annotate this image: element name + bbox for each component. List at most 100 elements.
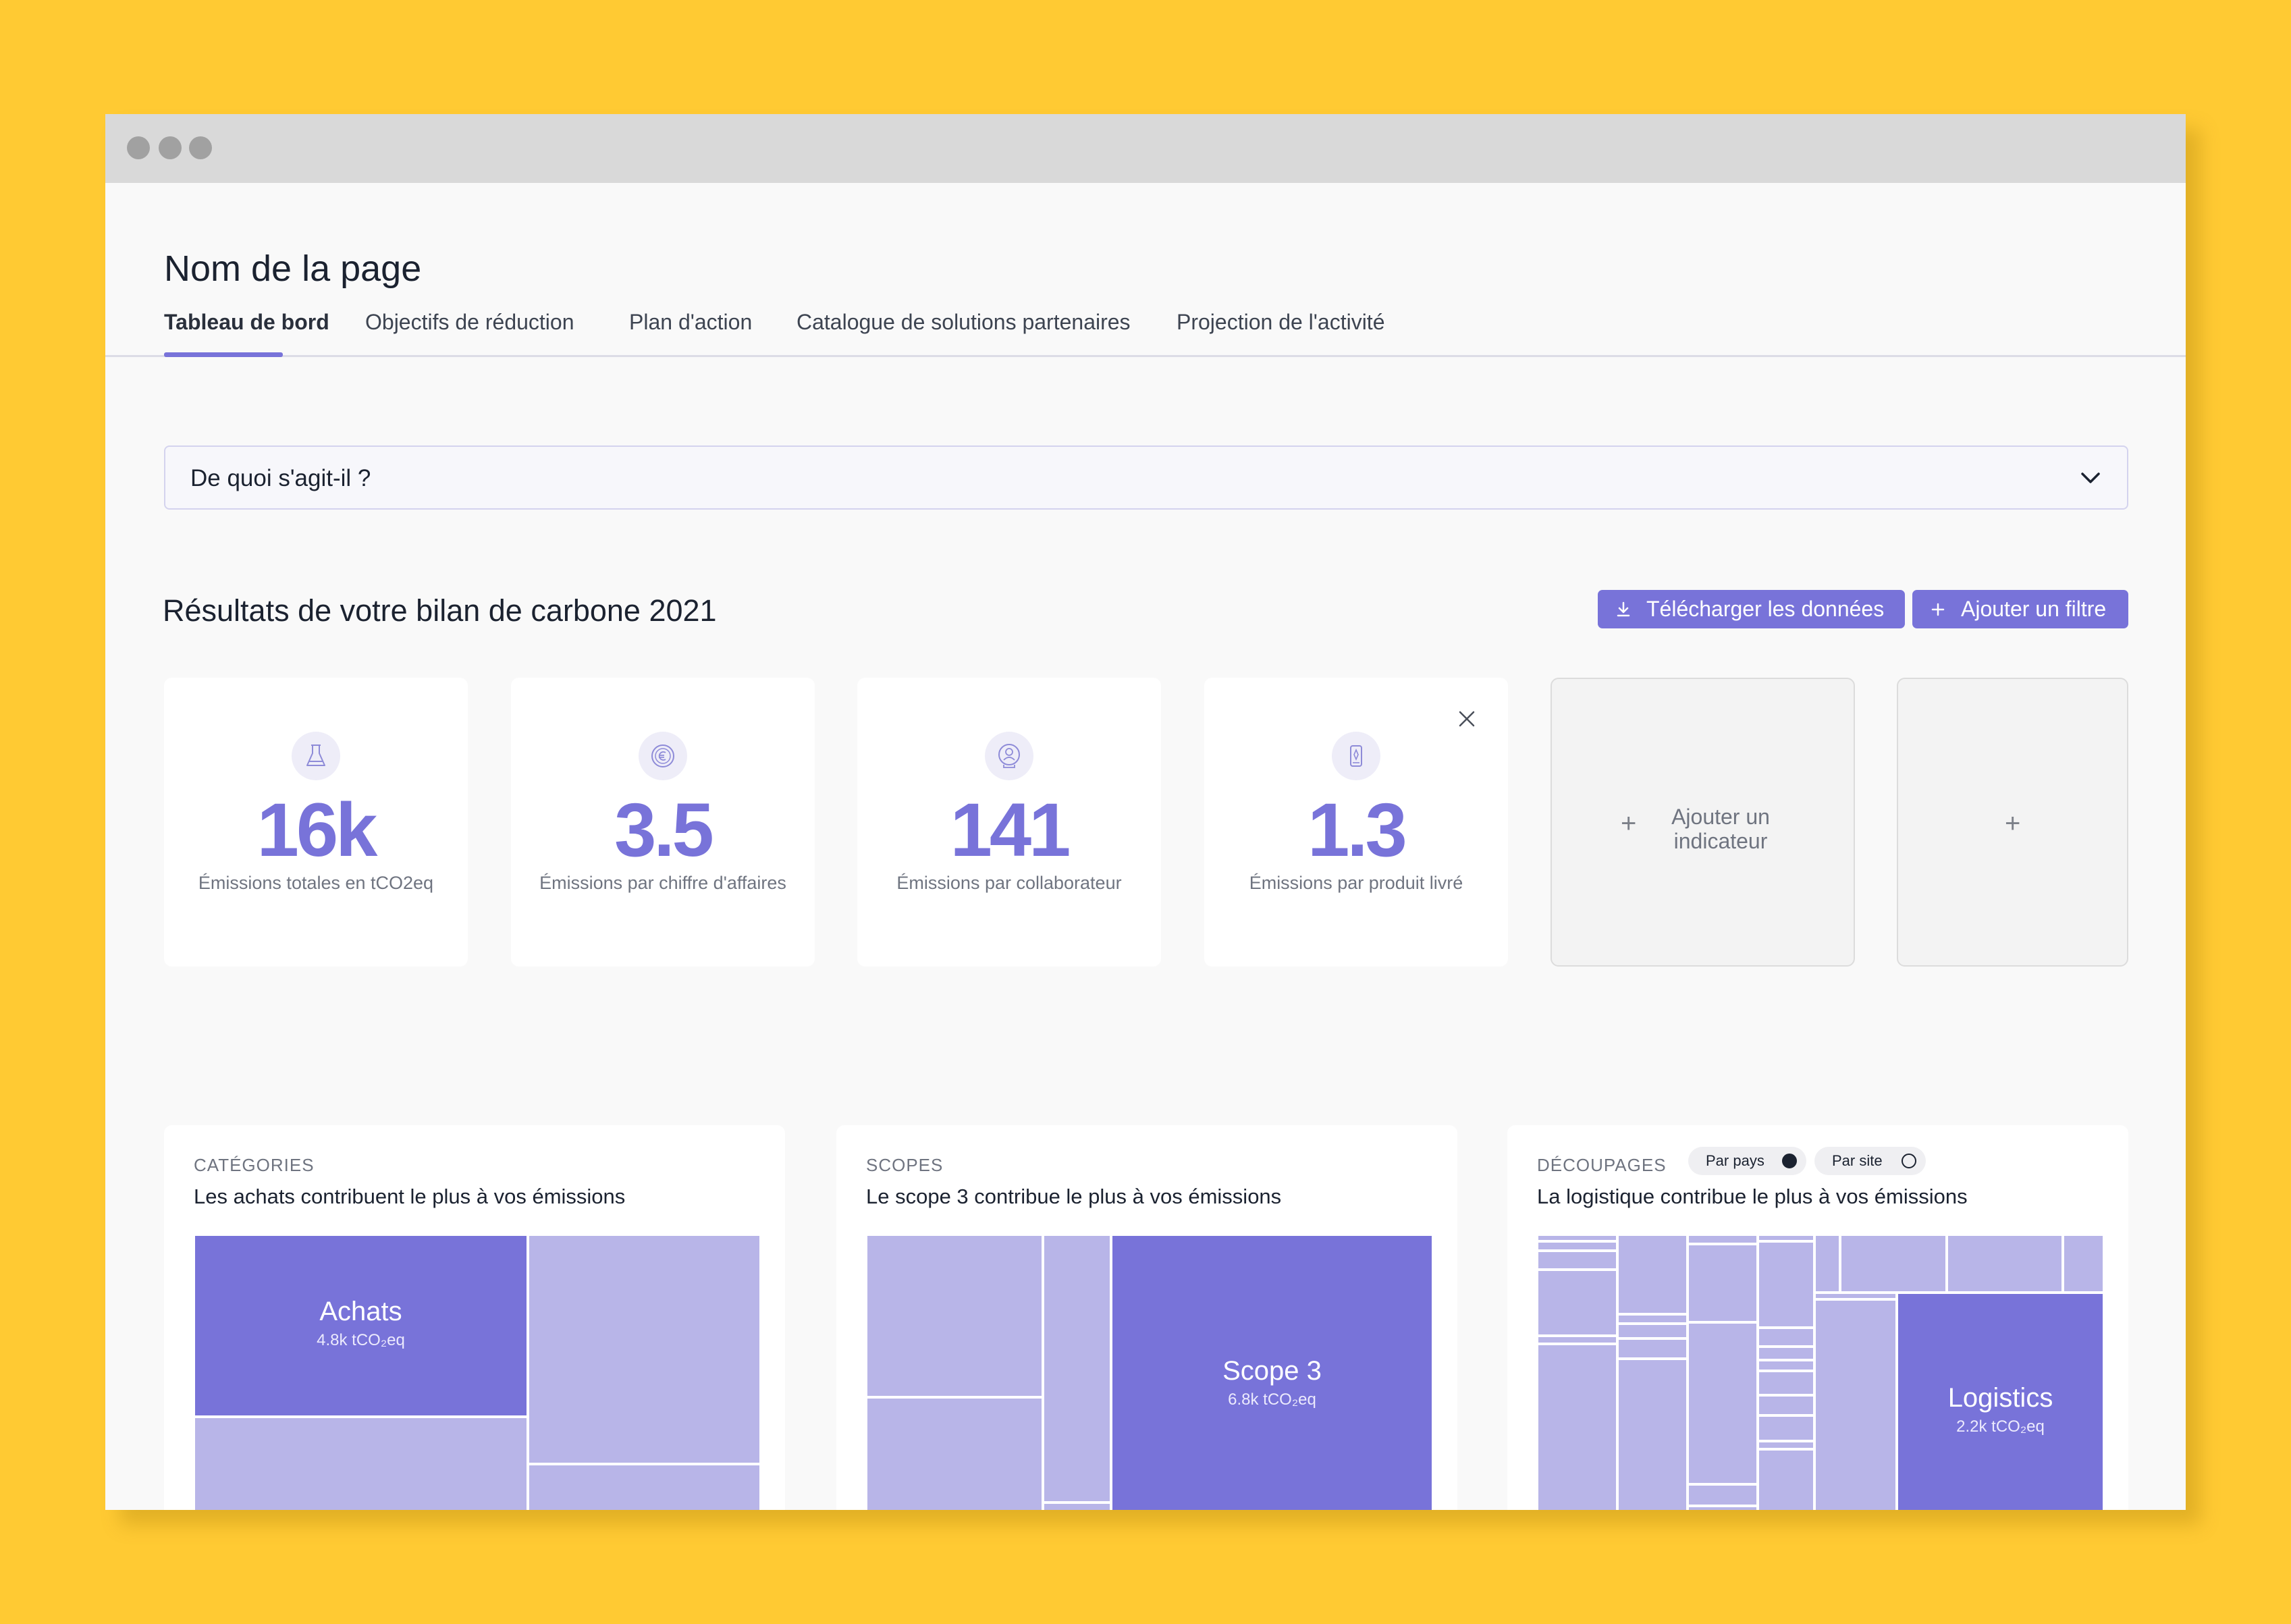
treemap-cell[interactable] (1758, 1241, 1814, 1328)
treemap-cell[interactable] (1537, 1344, 1617, 1510)
plus-icon: + (2005, 809, 2021, 838)
close-icon[interactable] (1457, 709, 1477, 729)
radio-unselected-icon (1902, 1154, 1916, 1168)
treemap-cell[interactable] (1814, 1293, 1897, 1299)
treemap-cell[interactable] (1617, 1235, 1688, 1314)
treemap-cell[interactable] (194, 1417, 528, 1510)
kpi-card-total-emissions[interactable]: 16k Émissions totales en tCO2eq (164, 678, 468, 967)
treemap-cell[interactable] (1814, 1235, 1840, 1293)
browser-window: Nom de la page Tableau de bord Objectifs… (105, 114, 2186, 1510)
window-titlebar (105, 114, 2186, 183)
add-filter-button[interactable]: Ajouter un filtre (1912, 590, 2128, 628)
radio-selected-icon (1782, 1154, 1797, 1168)
toggle-par-site[interactable]: Par site (1814, 1147, 1926, 1175)
treemap-cell[interactable] (1537, 1235, 1617, 1241)
accordion-label: De quoi s'agit-il ? (190, 465, 371, 491)
decoupages-treemap: Logistics 2.2k tCO₂eq (1537, 1235, 2104, 1510)
kpi-value: 3.5 (614, 788, 714, 872)
add-indicator-card[interactable]: + Ajouter un indicateur (1551, 678, 1855, 967)
treemap-cell[interactable] (528, 1235, 761, 1464)
results-title: Résultats de votre bilan de carbone 2021 (163, 593, 717, 628)
treemap-cell[interactable] (1043, 1503, 1111, 1510)
treemap-cell[interactable] (1537, 1270, 1617, 1336)
treemap-cell[interactable] (1758, 1371, 1814, 1395)
treemap-cell-achats[interactable] (194, 1235, 528, 1417)
treemap-cell[interactable] (1617, 1359, 1688, 1510)
treemap-cell[interactable] (1688, 1322, 1758, 1484)
kpi-card-emissions-per-revenue[interactable]: 3.5 Émissions par chiffre d'affaires (511, 678, 815, 967)
treemap-label-value: 6.8k tCO₂eq (1228, 1390, 1316, 1409)
download-data-label: Télécharger les données (1646, 597, 1885, 621)
toggle-label: Par pays (1706, 1152, 1764, 1169)
kpi-label: Émissions par chiffre d'affaires (539, 873, 786, 893)
treemap-cell[interactable] (1758, 1347, 1814, 1360)
panel-title: CATÉGORIES (194, 1155, 315, 1175)
kpi-value: 1.3 (1308, 788, 1407, 872)
treemap-cell[interactable] (1758, 1328, 1814, 1347)
tab-bar: Tableau de bord Objectifs de réduction P… (105, 310, 2186, 357)
treemap-cell[interactable] (1688, 1235, 1758, 1244)
categories-panel: CATÉGORIES Les achats contribuent le plu… (164, 1125, 785, 1510)
treemap-cell[interactable] (1617, 1324, 1688, 1338)
treemap-label-value: 4.8k tCO₂eq (317, 1331, 405, 1349)
categories-treemap: Achats 4.8k tCO₂eq (194, 1235, 761, 1510)
treemap-cell[interactable] (1617, 1338, 1688, 1359)
treemap-cell[interactable] (1758, 1360, 1814, 1371)
toggle-par-pays[interactable]: Par pays (1688, 1147, 1806, 1175)
toggle-label: Par site (1832, 1152, 1883, 1169)
treemap-cell[interactable] (1537, 1251, 1617, 1270)
treemap-cell[interactable] (1840, 1235, 1947, 1293)
treemap-label-name: Achats (319, 1297, 402, 1326)
tab-projection-activite[interactable]: Projection de l'activité (1177, 310, 1385, 334)
window-maximize-dot[interactable] (189, 136, 212, 159)
download-data-button[interactable]: Télécharger les données (1598, 590, 1905, 628)
treemap-cell[interactable] (1043, 1235, 1111, 1503)
treemap-cell[interactable] (1758, 1449, 1814, 1510)
treemap-cell[interactable] (1758, 1235, 1814, 1241)
panel-subtitle: Les achats contribuent le plus à vos émi… (194, 1185, 626, 1208)
treemap-cell[interactable] (866, 1235, 1043, 1397)
treemap-label-name: Scope 3 (1222, 1356, 1322, 1386)
kpi-card-emissions-per-product[interactable]: 1.3 Émissions par produit livré (1204, 678, 1508, 967)
treemap-cell-scope-3[interactable] (1111, 1235, 1433, 1510)
treemap-cell[interactable] (1688, 1484, 1758, 1506)
tab-objectifs-reduction[interactable]: Objectifs de réduction (365, 310, 574, 334)
chevron-down-icon (2081, 472, 2100, 483)
window-close-dot[interactable] (127, 136, 150, 159)
treemap-cell[interactable] (1814, 1299, 1897, 1510)
tab-catalogue-solutions[interactable]: Catalogue de solutions partenaires (797, 310, 1131, 334)
kpi-card-emissions-per-employee[interactable]: 141 Émissions par collaborateur (857, 678, 1161, 967)
tab-tableau-de-bord[interactable]: Tableau de bord (164, 310, 329, 334)
treemap-label: Achats 4.8k tCO₂eq (194, 1297, 528, 1350)
treemap-cell-logistics[interactable] (1897, 1293, 2104, 1510)
tab-plan-action[interactable]: Plan d'action (629, 310, 753, 334)
kpi-label: Émissions totales en tCO2eq (198, 873, 434, 893)
about-accordion[interactable]: De quoi s'agit-il ? (164, 445, 2128, 510)
treemap-cell[interactable] (528, 1464, 761, 1510)
treemap-cell[interactable] (1758, 1441, 1814, 1449)
treemap-cell[interactable] (1688, 1244, 1758, 1322)
kpi-label: Émissions par collaborateur (896, 873, 1122, 893)
treemap-cell[interactable] (866, 1397, 1043, 1510)
treemap-cell[interactable] (2063, 1235, 2104, 1293)
treemap-cell[interactable] (1537, 1241, 1617, 1251)
page-title: Nom de la page (164, 248, 422, 289)
decoupages-panel: DÉCOUPAGES Par pays Par site La logistiq… (1507, 1125, 2128, 1510)
treemap-cell[interactable] (1537, 1336, 1617, 1344)
plus-icon: + (1621, 809, 1637, 838)
treemap-cell[interactable] (1688, 1506, 1758, 1510)
add-indicator-label: Ajouter un indicateur (1671, 805, 1770, 853)
panel-subtitle: Le scope 3 contribue le plus à vos émiss… (866, 1185, 1282, 1208)
person-badge-icon (985, 732, 1033, 780)
scopes-panel: SCOPES Le scope 3 contribue le plus à vo… (836, 1125, 1457, 1510)
window-minimize-dot[interactable] (159, 136, 182, 159)
treemap-cell[interactable] (1758, 1395, 1814, 1415)
treemap-cell[interactable] (1947, 1235, 2063, 1293)
add-card-placeholder[interactable]: + (1897, 678, 2128, 967)
scopes-treemap: Scope 3 6.8k tCO₂eq (866, 1235, 1433, 1510)
treemap-cell[interactable] (1617, 1314, 1688, 1324)
flask-icon (292, 732, 340, 780)
treemap-cell[interactable] (1758, 1415, 1814, 1441)
treemap-label-name: Logistics (1947, 1383, 2053, 1413)
add-filter-label: Ajouter un filtre (1961, 597, 2107, 621)
